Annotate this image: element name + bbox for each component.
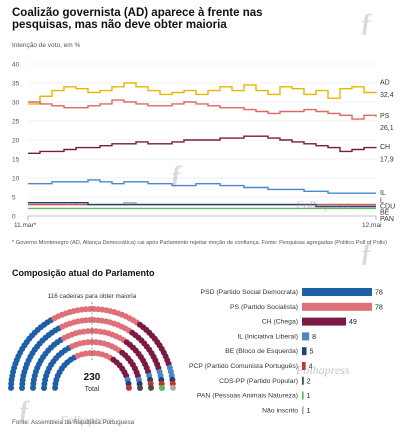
bar-category-label: IL (Iniciativa Liberal) [237,333,298,340]
y-tick-label: 5 [12,195,16,202]
parliament-chart: 116 cadeiras para obter maioria 230 Total P… [8,288,383,415]
watermark-logo-icon: ƒ [360,8,373,37]
y-tick-label: 15 [12,157,20,164]
bar-category-label: PS (Partido Socialista) [230,304,298,311]
y-tick-label: 35 [12,81,20,88]
series-label: PAN [380,216,394,223]
series-label: CH [380,144,390,151]
series-line-be [28,202,376,208]
series-line-ch [28,135,377,154]
series-label: CDU [380,204,395,211]
bar-value-label: 78 [375,304,383,311]
y-tick-label: 30 [12,100,20,107]
bar-value-label: 1 [307,393,311,400]
watermark-logo-icon: ƒ [18,395,31,424]
bar-category-label: CH (Chega) [262,319,298,326]
bar-category-label: Não inscrito [262,407,298,414]
total-label: Total [85,386,100,393]
bar-value-label: 1 [307,408,311,415]
bar-value-label: 8 [312,334,316,341]
bar [302,376,304,385]
bar-value-label: 78 [375,290,383,297]
y-tick-label: 25 [12,119,20,126]
seat-dot [137,385,143,391]
bar-category-label: PSD (Partido Social Democrata) [201,289,298,296]
seat-dot [170,384,176,391]
seat-dot [148,384,154,391]
seat-dot [86,306,93,312]
y-tick-label: 40 [12,62,20,69]
seat-dot [125,384,132,391]
bar-category-label: BE (Bloco de Esquerda) [225,348,298,355]
series-label: L [380,198,384,205]
bar [302,391,304,400]
series-label: PS [380,113,390,120]
y-tick-label: 20 [12,138,20,145]
y-tick-label: 10 [12,176,20,183]
bar [302,332,310,341]
bar-category-label: PCP (Partido Comunista Português) [189,363,298,370]
series-line-ps [28,99,377,120]
bar-category-label: CDS-PP (Partido Popular) [219,378,298,385]
watermark-text: Folhapress [296,363,350,377]
series-line-ad [28,82,377,105]
bar [302,302,372,311]
seat-dot [86,350,93,357]
series-label: AD [380,80,390,87]
watermark-logo-icon: ƒ [170,160,183,189]
poll-line-chart: 0 5 10 15 20 25 30 35 40 11.mar* 12.mai AD 32,4 PS 26,… [12,62,395,230]
bar [302,347,307,356]
bar-value-label: 5 [309,349,313,356]
seat-dot [159,385,165,391]
source-note: Fonte: Assembleia da República Portugues… [12,419,135,426]
bar [302,317,346,326]
bar-category-label: PAN (Pessoas Animais Natureza) [197,393,298,400]
watermark-logo-icon: ƒ [360,238,373,267]
series-end-value: 26,1 [380,125,394,132]
bar [302,406,304,415]
bar-value-label: 4 [309,364,313,371]
bar [302,288,372,296]
y-tick-label: 0 [12,214,16,221]
chart-footnote: * Governo Montenegro (AD, Aliança Democr… [12,240,387,246]
parliament-title: Composição atual do Parlamento [12,268,155,278]
series-label: IL [380,190,386,197]
chart-subtitle: Intenção de voto, em % [12,42,81,49]
series-label: BE [380,210,390,217]
bar-value-label: 49 [349,319,357,326]
watermark-text: Folhapress [60,413,114,427]
page-title: Coalizão governista (AD) aparece à frent… [12,7,263,31]
majority-label: 116 cadeiras para obter maioria [48,293,137,300]
x-tick-label: 12.mai [362,222,382,229]
bar-value-label: 2 [307,378,311,385]
watermark-text: Folhapress [296,198,350,212]
total-seats: 230 [84,372,101,383]
series-end-value: 17,9 [380,157,394,164]
bar [302,362,306,370]
series-end-value: 32,4 [380,92,394,99]
series-line-il [28,179,376,194]
x-tick-label: 11.mar* [14,222,37,229]
